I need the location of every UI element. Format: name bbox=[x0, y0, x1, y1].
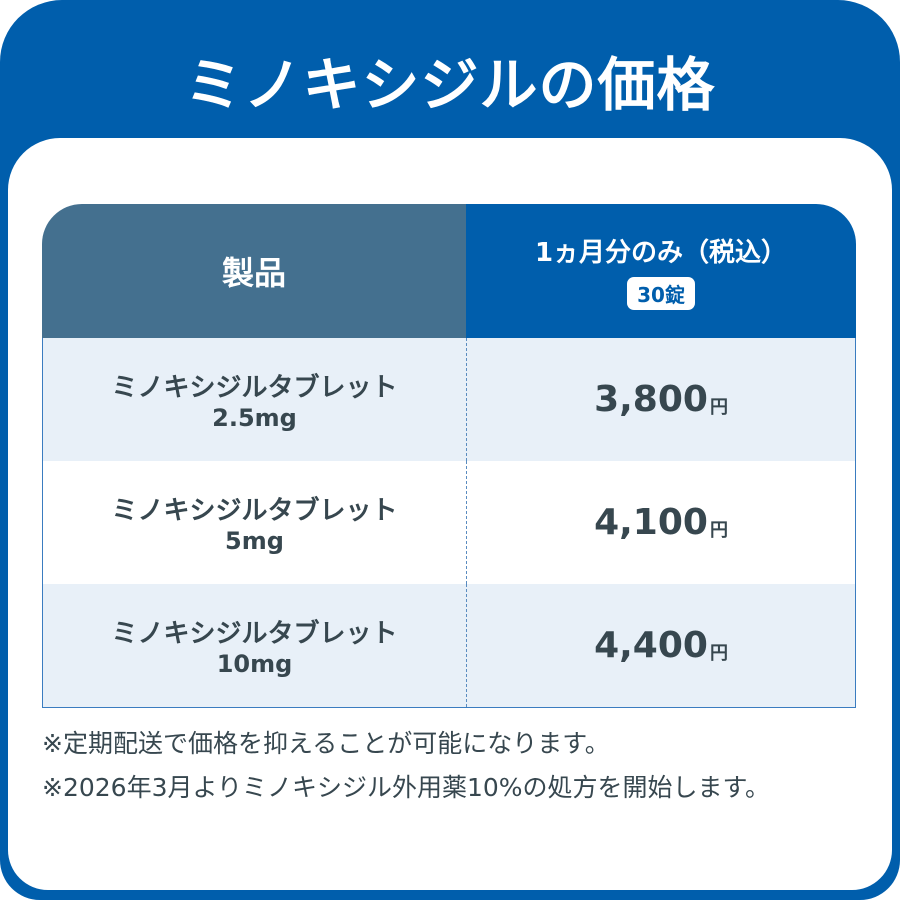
notes: ※定期配送で価格を抑えることが可能になります。 ※2026年3月よりミノキシジル… bbox=[42, 722, 770, 810]
header-price-label: 1ヵ月分のみ（税込） bbox=[534, 238, 788, 268]
product-name: ミノキシジルタブレット bbox=[111, 619, 398, 649]
table-row: ミノキシジルタブレット 2.5mg 3,800 円 bbox=[43, 338, 855, 461]
table-row: ミノキシジルタブレット 10mg 4,400 円 bbox=[43, 584, 855, 707]
header-price: 1ヵ月分のみ（税込） 30錠 bbox=[466, 204, 856, 338]
price-unit: 円 bbox=[709, 396, 728, 418]
tablet-count-badge: 30錠 bbox=[627, 277, 695, 310]
table-body: ミノキシジルタブレット 2.5mg 3,800 円 ミノキシジルタブレット 5m… bbox=[42, 338, 856, 708]
product-dose: 2.5mg bbox=[212, 404, 297, 432]
price-cell: 4,100 円 bbox=[467, 461, 855, 584]
product-cell: ミノキシジルタブレット 10mg bbox=[43, 584, 467, 707]
product-dose: 10mg bbox=[216, 650, 293, 678]
table-header: 製品 1ヵ月分のみ（税込） 30錠 bbox=[42, 204, 856, 338]
page-title: ミノキシジルの価格 bbox=[184, 51, 716, 119]
table-row: ミノキシジルタブレット 5mg 4,100 円 bbox=[43, 461, 855, 584]
product-cell: ミノキシジルタブレット 2.5mg bbox=[43, 338, 467, 461]
price-value: 4,400 bbox=[594, 625, 708, 666]
note-line: ※定期配送で価格を抑えることが可能になります。 bbox=[42, 729, 610, 758]
price-cell: 4,400 円 bbox=[467, 584, 855, 707]
product-name: ミノキシジルタブレット bbox=[111, 496, 398, 526]
price-value: 4,100 bbox=[594, 502, 708, 543]
note-line: ※2026年3月よりミノキシジル外用薬10%の処方を開始します。 bbox=[42, 773, 771, 802]
product-name: ミノキシジルタブレット bbox=[111, 373, 398, 403]
product-dose: 5mg bbox=[225, 527, 284, 555]
price-cell: 3,800 円 bbox=[467, 338, 855, 461]
price-value: 3,800 bbox=[594, 379, 708, 420]
product-cell: ミノキシジルタブレット 5mg bbox=[43, 461, 467, 584]
header-product: 製品 bbox=[42, 204, 466, 338]
price-unit: 円 bbox=[709, 519, 728, 541]
price-unit: 円 bbox=[709, 642, 728, 664]
price-table: 製品 1ヵ月分のみ（税込） 30錠 ミノキシジルタブレット 2.5mg 3,80… bbox=[42, 204, 856, 708]
